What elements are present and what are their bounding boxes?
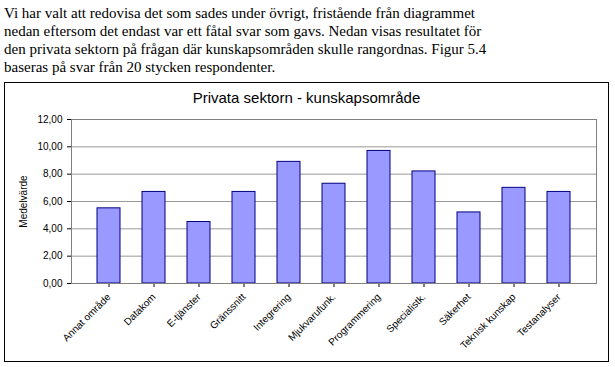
html-text:Privata sektorn - kunskapsområ: Privata sektorn - kunskapsområde [192,89,421,106]
svg-text:Säkerhet: Säkerhet [437,291,473,327]
svg-text:Testanalyser: Testanalyser [515,291,563,339]
svg-text:12,00: 12,00 [37,114,62,125]
html-text:nedan eftersom det endast var: nedan eftersom det endast var ett fåtal … [4,23,482,39]
html-text:Vi har valt att redovisa det s: Vi har valt att redovisa det som sades u… [4,5,475,21]
svg-text:Specialistk.: Specialistk. [384,291,428,335]
svg-text:6,00: 6,00 [43,196,63,207]
svg-text:Datakom: Datakom [122,291,158,327]
svg-text:Programmering: Programmering [326,291,383,348]
svg-text:8,00: 8,00 [43,168,63,179]
svg-text:Annat område: Annat område [60,291,113,344]
svg-text:10,00: 10,00 [37,141,62,152]
svg-text:0,00: 0,00 [43,278,63,289]
svg-text:4,00: 4,00 [43,223,63,234]
svg-text:E-tjänster: E-tjänster [165,291,204,330]
svg-text:2,00: 2,00 [43,250,63,261]
svg-text:Teknisk kunskap: Teknisk kunskap [458,291,518,351]
svg-text:Gränssnitt: Gränssnitt [208,291,248,331]
html-text:den privata sektorn på frågan: den privata sektorn på frågan där kunska… [4,41,487,57]
svg-text:Integrering: Integrering [251,291,293,333]
svg-text:Mjukvarufunk.: Mjukvarufunk. [285,291,338,343]
svg-text:Medelvärde: Medelvärde [18,175,29,228]
html-text:baseras på svar från 20 stycke: baseras på svar från 20 stycken responde… [4,59,276,75]
